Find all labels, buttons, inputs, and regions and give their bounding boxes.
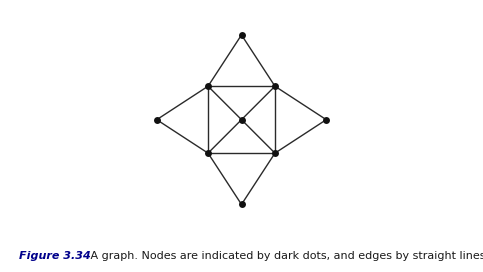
Text: Figure 3.34: Figure 3.34 (19, 251, 91, 261)
Text: A graph. Nodes are indicated by dark dots, and edges by straight lines: A graph. Nodes are indicated by dark dot… (80, 251, 483, 261)
